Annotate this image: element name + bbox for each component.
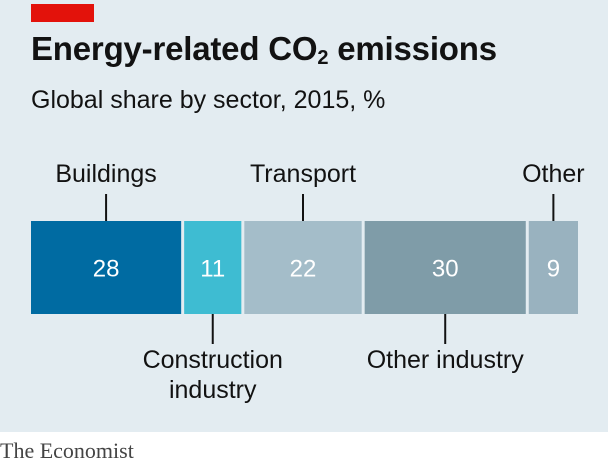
category-label-transport: Transport [250,160,356,188]
brand-red-tag [31,4,94,22]
category-label-construction-industry-line-2: industry [169,376,257,404]
title-prefix: Energy-related CO [31,30,318,67]
bar-segment-buildings [31,221,182,314]
category-label-construction-industry-line-1: Construction [143,346,283,374]
bar-segment-other-industry [364,221,526,314]
bar-segment-transport [244,221,362,314]
value-label-other: 9 [547,256,560,283]
source-credit: The Economist [0,438,134,463]
chart-title: Energy-related CO2 emissions [31,30,497,70]
value-label-transport: 22 [290,256,317,283]
bar-segment-construction-industry [184,221,242,314]
category-label-buildings: Buildings [55,160,156,188]
category-label-other: Other [522,160,585,188]
value-label-construction-industry: 11 [200,256,225,283]
bar-segment-other [528,221,578,314]
value-label-buildings: 28 [93,256,120,283]
value-label-other-industry: 30 [432,256,459,283]
category-label-other-industry: Other industry [367,346,525,374]
title-suffix: emissions [328,30,497,67]
chart-subtitle: Global share by sector, 2015, % [31,86,386,114]
title-subscript: 2 [317,47,329,69]
